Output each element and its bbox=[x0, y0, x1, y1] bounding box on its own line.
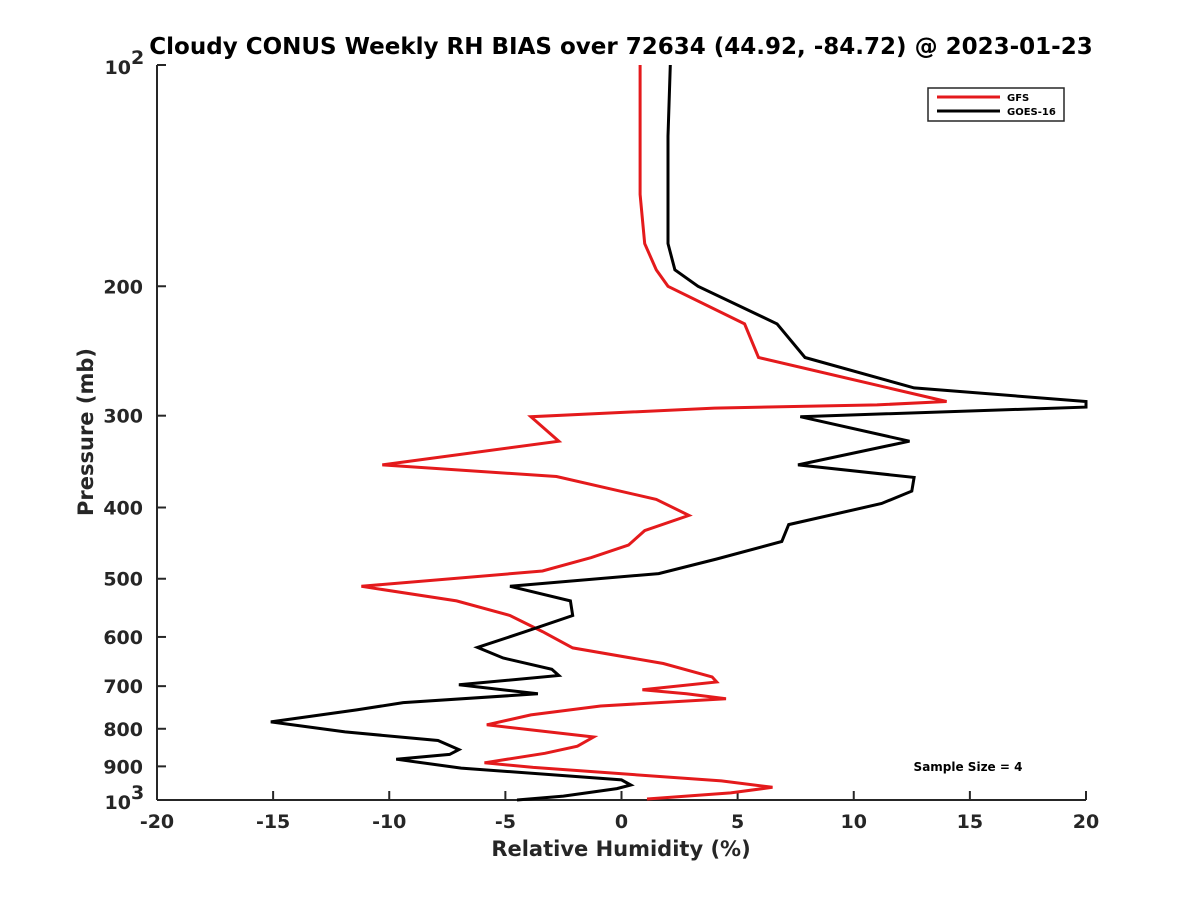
y-tick-label: 900 bbox=[103, 756, 143, 778]
series-layer bbox=[270, 64, 1088, 802]
sample-size-annotation: Sample Size = 4 bbox=[914, 760, 1023, 774]
x-tick-label: -20 bbox=[140, 811, 174, 833]
y-tick-exponent: 3 bbox=[131, 782, 144, 804]
y-tick-label: 800 bbox=[103, 719, 143, 741]
x-tick-label: 5 bbox=[731, 811, 744, 833]
x-tick-label: 15 bbox=[957, 811, 983, 833]
y-tick-label: 300 bbox=[103, 406, 143, 428]
chart-title: Cloudy CONUS Weekly RH BIAS over 72634 (… bbox=[149, 34, 1092, 60]
series-line-gfs bbox=[361, 65, 947, 801]
legend: GFS GOES-16 bbox=[927, 87, 1065, 122]
y-tick-label: 10 bbox=[105, 57, 131, 79]
series-line-goes-16 bbox=[270, 64, 1088, 802]
legend-label-gfs: GFS bbox=[1007, 93, 1029, 104]
y-axis-label: Pressure (mb) bbox=[74, 348, 98, 516]
y-tick-label: 400 bbox=[103, 498, 143, 520]
y-tick-label: 700 bbox=[103, 676, 143, 698]
x-tick-label: -15 bbox=[256, 811, 290, 833]
x-axis-label: Relative Humidity (%) bbox=[491, 837, 750, 861]
y-tick-label: 600 bbox=[103, 627, 143, 649]
x-tick-label: 20 bbox=[1073, 811, 1099, 833]
legend-box bbox=[927, 87, 1065, 122]
legend-label-goes-16: GOES-16 bbox=[1007, 107, 1056, 118]
x-tick-label: -5 bbox=[495, 811, 516, 833]
y-tick-label: 500 bbox=[103, 569, 143, 591]
y-tick-label: 10 bbox=[105, 792, 131, 814]
x-ticks: -20 -15 -10 -5 0 5 10 15 20 bbox=[140, 791, 1099, 833]
x-tick-label: -10 bbox=[372, 811, 406, 833]
x-tick-label: 0 bbox=[615, 811, 628, 833]
y-tick-exponent: 2 bbox=[131, 47, 144, 69]
x-tick-label: 10 bbox=[841, 811, 867, 833]
y-tick-label: 200 bbox=[103, 276, 143, 298]
